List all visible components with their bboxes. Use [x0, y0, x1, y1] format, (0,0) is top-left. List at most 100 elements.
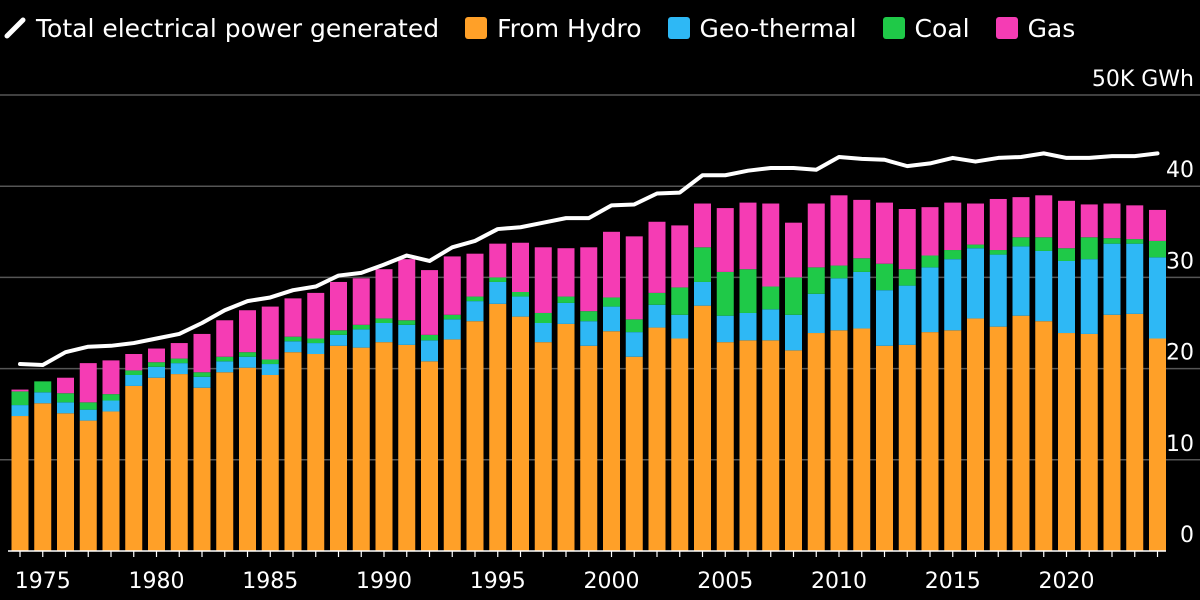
- bar-geothermal: [739, 312, 757, 341]
- y-tick-label: 40: [1166, 158, 1194, 183]
- bar-coal: [443, 314, 461, 320]
- bar-coal: [785, 277, 802, 315]
- bar-hydro: [216, 372, 234, 551]
- bar-coal: [193, 372, 211, 377]
- bar-gas: [1012, 197, 1030, 238]
- bar-geothermal: [671, 314, 689, 339]
- bar-coal: [125, 370, 143, 375]
- bar-gas: [352, 278, 370, 325]
- bar-geothermal: [148, 366, 165, 378]
- y-tick-label: 20: [1166, 341, 1194, 366]
- x-tick-label: 1975: [15, 569, 71, 594]
- line-layer: [18, 151, 1160, 367]
- bar-geothermal: [307, 343, 325, 355]
- bar-coal: [716, 271, 734, 316]
- legend-item-total: Total electrical power generated: [4, 14, 439, 43]
- bar-gas: [967, 203, 984, 245]
- bar-coal: [898, 269, 916, 286]
- bar-gas: [830, 195, 848, 266]
- bar-coal: [398, 320, 416, 325]
- coal-swatch-icon: [882, 17, 905, 39]
- bar-coal: [261, 359, 279, 365]
- bar-coal: [375, 318, 393, 323]
- bar-coal: [512, 291, 529, 297]
- bar-hydro: [807, 333, 825, 551]
- bar-geothermal: [716, 315, 734, 343]
- bar-gas: [807, 203, 825, 268]
- legend-item-coal: Coal: [882, 14, 970, 43]
- bar-hydro: [443, 339, 461, 551]
- bar-coal: [34, 381, 52, 393]
- bar-gas: [307, 292, 325, 339]
- axis-layer: 0 10 20 30 40 50K GWh 1975 1980 1985 1990 1995 2000…: [8, 67, 1194, 594]
- x-tick-label: 2000: [584, 569, 640, 594]
- bar-geothermal: [876, 290, 893, 346]
- bar-geothermal: [57, 402, 74, 414]
- bar-geothermal: [421, 340, 438, 362]
- bar-hydro: [148, 377, 165, 551]
- x-tick-label: 1995: [470, 569, 526, 594]
- bar-geothermal: [261, 364, 279, 375]
- bar-hydro: [739, 340, 757, 551]
- bar-coal: [534, 312, 552, 323]
- bar-coal: [694, 247, 711, 282]
- bar-geothermal: [193, 376, 211, 388]
- x-tick-label: 1980: [129, 569, 185, 594]
- x-tick-label: 2010: [811, 569, 867, 594]
- bar-gas: [625, 236, 643, 320]
- bar-geothermal: [898, 285, 916, 345]
- bar-gas: [216, 320, 234, 357]
- legend-label-geothermal: Geo-thermal: [699, 13, 857, 43]
- bar-coal: [739, 269, 757, 313]
- legend-item-hydro: From Hydro: [465, 13, 642, 43]
- bar-coal: [284, 336, 302, 342]
- bar-gas: [1126, 205, 1144, 240]
- bar-hydro: [512, 316, 529, 551]
- bar-coal: [1058, 248, 1075, 261]
- legend-item-gas: Gas: [995, 14, 1075, 43]
- bar-coal: [967, 244, 984, 249]
- bar-geothermal: [1035, 250, 1053, 322]
- bar-geothermal: [603, 306, 620, 332]
- bar-coal: [466, 296, 484, 302]
- bar-hydro: [853, 328, 871, 551]
- bar-hydro: [967, 318, 984, 551]
- bar-hydro: [603, 331, 620, 551]
- bar-geothermal: [967, 248, 984, 319]
- bar-coal: [170, 358, 188, 364]
- bar-gas: [330, 281, 347, 331]
- bar-hydro: [398, 344, 416, 551]
- bar-gas: [239, 310, 256, 353]
- bar-gas: [603, 231, 620, 298]
- bar-gas: [1103, 203, 1121, 239]
- legend-label-hydro: From Hydro: [497, 13, 642, 43]
- bar-gas: [57, 377, 74, 394]
- bar-hydro: [1126, 313, 1144, 551]
- bar-geothermal: [853, 271, 871, 329]
- bar-coal: [648, 292, 666, 305]
- chart-legend: Total electrical power generated From Hy…: [4, 10, 1101, 46]
- bar-gas: [853, 199, 871, 259]
- bar-gas: [375, 269, 393, 319]
- bar-hydro: [11, 416, 29, 551]
- bar-geothermal: [1058, 260, 1075, 334]
- bar-geothermal: [34, 392, 52, 404]
- bar-gas: [443, 256, 461, 315]
- bar-gas: [398, 259, 416, 321]
- bar-gas: [1058, 200, 1075, 249]
- bar-geothermal: [11, 405, 29, 417]
- bar-hydro: [830, 330, 848, 551]
- bar-coal: [603, 297, 620, 307]
- bar-coal: [557, 296, 575, 303]
- bar-coal: [1012, 237, 1030, 247]
- bar-geothermal: [694, 281, 711, 306]
- bar-gas: [11, 389, 29, 392]
- bar-hydro: [307, 354, 325, 551]
- bar-coal: [762, 286, 780, 310]
- bar-hydro: [466, 321, 484, 551]
- bar-coal: [921, 255, 939, 268]
- bar-gas: [421, 270, 438, 335]
- bar-hydro: [239, 367, 256, 551]
- legend-label-total: Total electrical power generated: [36, 13, 440, 43]
- legend-item-geothermal: Geo-thermal: [667, 13, 857, 43]
